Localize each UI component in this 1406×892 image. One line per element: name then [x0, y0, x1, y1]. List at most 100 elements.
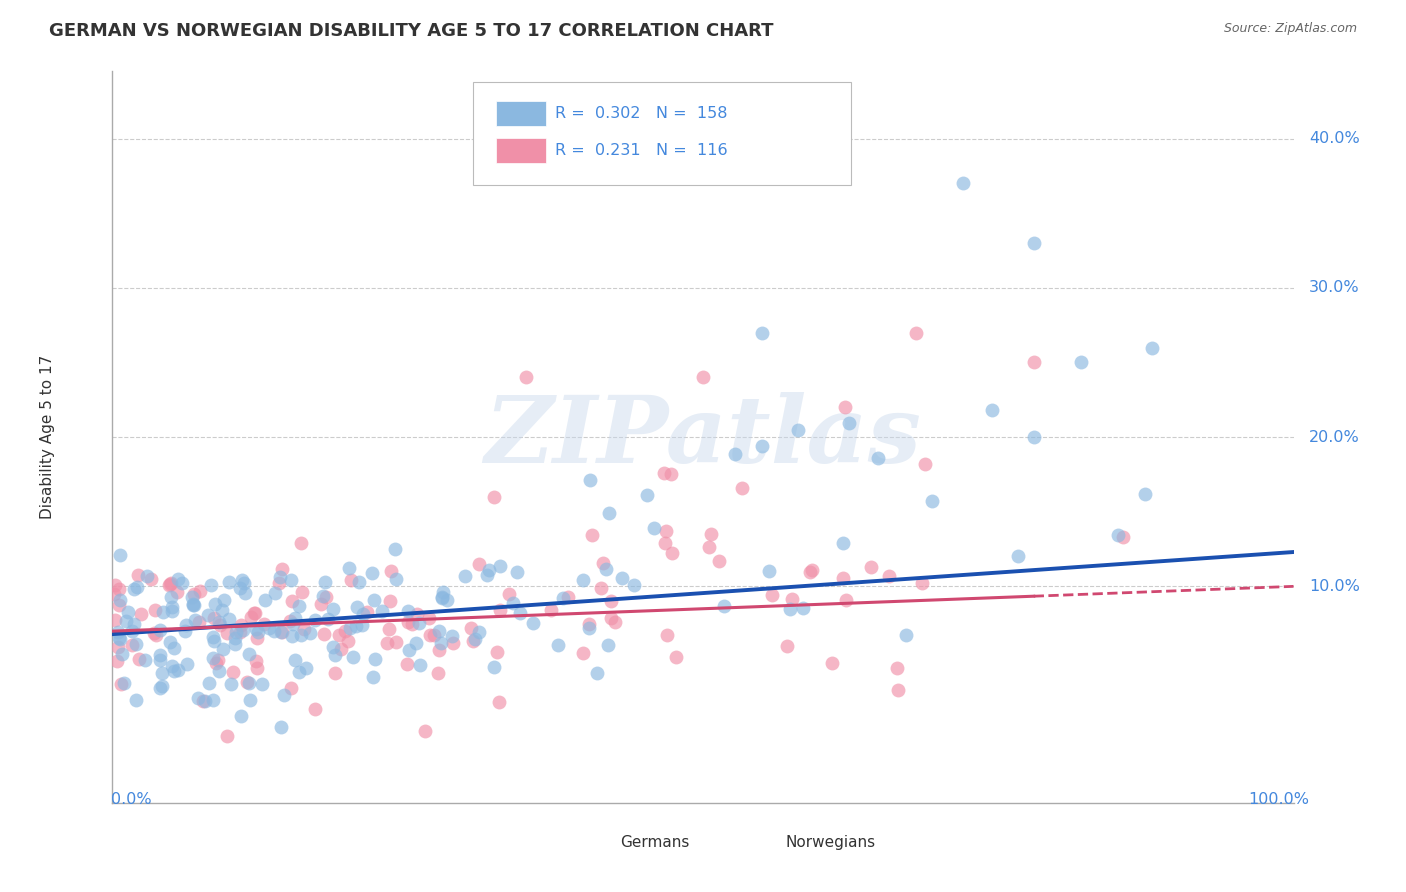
Point — [229, 624, 252, 639]
Point — [159, 577, 181, 591]
Point — [1070, 355, 1092, 369]
Point — [981, 403, 1004, 417]
Point — [1024, 430, 1046, 444]
Point — [204, 657, 226, 671]
Point — [665, 649, 688, 664]
Point — [463, 633, 485, 648]
Point — [202, 692, 225, 706]
Point — [312, 626, 335, 640]
Point — [172, 576, 194, 591]
Point — [557, 591, 579, 605]
Point — [385, 572, 408, 586]
Point — [910, 576, 932, 591]
Point — [253, 593, 276, 607]
Point — [181, 597, 204, 611]
Point — [598, 506, 620, 520]
Point — [225, 624, 247, 639]
Point — [780, 591, 803, 606]
Point — [489, 558, 512, 573]
Point — [235, 675, 257, 690]
Point — [202, 611, 225, 625]
Point — [335, 624, 357, 638]
Point — [107, 582, 129, 597]
Text: Source: ZipAtlas.com: Source: ZipAtlas.com — [1223, 22, 1357, 36]
Point — [436, 592, 458, 607]
Text: Germans: Germans — [620, 835, 690, 850]
Point — [482, 490, 505, 504]
Point — [166, 663, 188, 677]
Point — [214, 593, 236, 607]
Point — [921, 493, 943, 508]
Point — [385, 635, 408, 649]
Point — [311, 597, 333, 611]
Point — [378, 594, 401, 608]
Point — [150, 666, 173, 681]
Point — [224, 637, 246, 651]
Text: Norwegians: Norwegians — [786, 835, 876, 850]
Point — [654, 536, 676, 550]
Point — [761, 588, 783, 602]
Point — [162, 599, 184, 614]
Point — [578, 473, 600, 487]
Text: 30.0%: 30.0% — [1309, 280, 1360, 295]
Point — [401, 616, 423, 631]
Point — [183, 613, 205, 627]
Point — [464, 632, 486, 647]
Point — [329, 642, 352, 657]
Point — [108, 593, 131, 607]
Point — [281, 617, 304, 632]
Point — [713, 599, 735, 613]
Point — [408, 615, 430, 630]
Text: 20.0%: 20.0% — [1309, 430, 1360, 444]
Point — [160, 576, 183, 591]
Point — [347, 575, 370, 590]
Point — [655, 628, 678, 642]
Point — [238, 676, 260, 690]
Point — [112, 676, 135, 690]
Point — [792, 601, 814, 615]
Point — [661, 546, 683, 560]
Point — [509, 606, 531, 620]
Point — [904, 326, 927, 340]
Point — [122, 617, 145, 632]
Point — [269, 570, 291, 584]
Point — [281, 594, 304, 608]
FancyBboxPatch shape — [565, 830, 614, 854]
Point — [430, 591, 453, 605]
Point — [405, 636, 427, 650]
Point — [229, 709, 252, 723]
Point — [125, 637, 148, 651]
Point — [149, 648, 172, 663]
Point — [419, 628, 441, 642]
Point — [211, 603, 233, 617]
Point — [304, 702, 326, 716]
FancyBboxPatch shape — [496, 102, 546, 127]
Point — [204, 598, 226, 612]
Point — [139, 572, 162, 586]
Point — [250, 677, 273, 691]
Point — [270, 625, 292, 640]
Point — [202, 630, 225, 644]
Point — [322, 602, 344, 616]
Point — [105, 654, 128, 668]
Point — [284, 611, 307, 625]
Point — [581, 528, 603, 542]
Point — [246, 631, 269, 645]
Point — [375, 636, 398, 650]
Point — [315, 590, 337, 604]
Point — [322, 640, 344, 654]
Text: 0.0%: 0.0% — [111, 792, 152, 807]
Point — [572, 646, 595, 660]
Point — [134, 652, 156, 666]
Point — [430, 590, 453, 604]
Point — [152, 606, 174, 620]
Point — [243, 607, 266, 621]
Point — [700, 527, 723, 541]
Point — [751, 326, 773, 340]
Point — [188, 615, 211, 630]
Text: R =  0.302   N =  158: R = 0.302 N = 158 — [555, 106, 728, 121]
Point — [835, 592, 858, 607]
Point — [623, 578, 645, 592]
Point — [337, 561, 360, 575]
Point — [273, 689, 295, 703]
